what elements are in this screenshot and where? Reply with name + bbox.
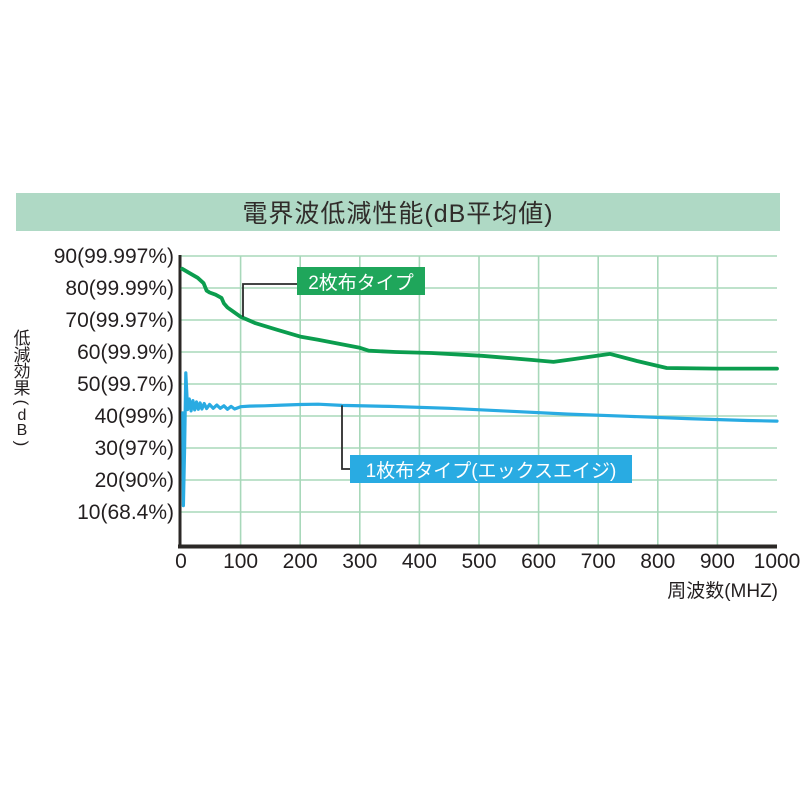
y-axis-title-char: B	[16, 422, 28, 439]
x-tick-label: 500	[461, 550, 496, 573]
y-axis-title-char: 減	[13, 345, 31, 365]
series-line-green	[180, 266, 779, 371]
callout-blue-series: 1枚布タイプ(エックスエイジ)	[350, 455, 632, 483]
series-line-blue	[181, 371, 779, 508]
x-tick-label: 600	[521, 550, 556, 573]
y-tick-label: 10(68.4%)	[77, 501, 174, 524]
x-axis-title: 周波数(MHZ)	[667, 581, 778, 602]
y-tick-label: 60(99.9%)	[77, 341, 174, 364]
y-tick-label: 50(99.7%)	[77, 373, 174, 396]
y-tick-label: 70(99.97%)	[65, 309, 174, 332]
x-tick-label: 0	[175, 550, 187, 573]
x-tick-label: 700	[581, 550, 616, 573]
x-tick-label: 100	[223, 550, 258, 573]
x-tick-label: 300	[342, 550, 377, 573]
callout-connector-green	[242, 283, 297, 317]
x-tick-label: 400	[402, 550, 437, 573]
y-tick-label: 20(90%)	[95, 469, 174, 492]
y-axis-title-char: d	[17, 407, 27, 424]
chart-title: 電界波低減性能(dB平均値)	[242, 200, 554, 228]
y-axis-title-char: 果	[13, 378, 31, 398]
x-tick-label: 900	[700, 550, 735, 573]
x-tick-label: 200	[283, 550, 318, 573]
y-tick-label: 30(97%)	[95, 437, 174, 460]
y-tick-label: 40(99%)	[95, 405, 174, 428]
x-tick-label: 1000	[754, 550, 800, 573]
y-axis-title-char: 低	[13, 329, 31, 348]
chart-title-bar: 電界波低減性能(dB平均値)	[16, 193, 780, 231]
y-axis-title-char: )	[12, 440, 32, 447]
y-tick-label: 90(99.997%)	[54, 245, 174, 268]
callout-green-series: 2枚布タイプ	[297, 267, 425, 295]
y-axis-title: 低減効果(d B)	[9, 329, 35, 449]
x-tick-label: 800	[640, 550, 675, 573]
y-tick-label: 80(99.99%)	[65, 277, 174, 300]
y-axis-title-char: (	[12, 399, 32, 406]
y-axis-title-char: 効	[13, 362, 31, 381]
callout-connector-blue	[341, 405, 350, 470]
